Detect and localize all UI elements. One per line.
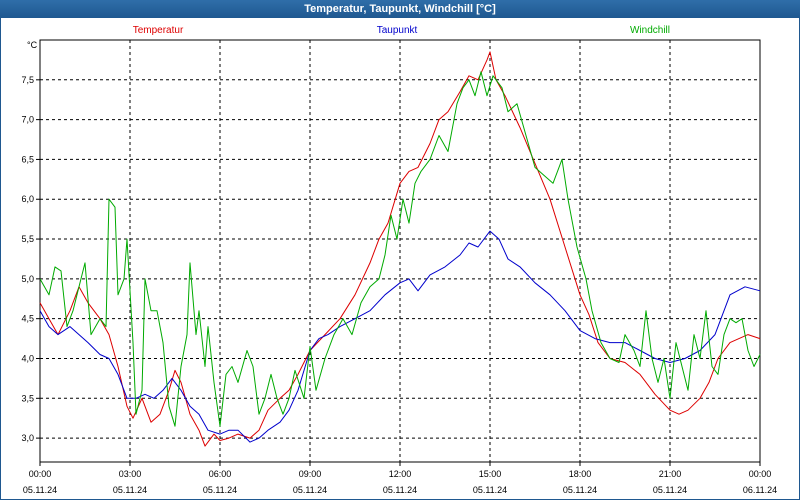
- x-tick-date: 05.11.24: [563, 485, 597, 495]
- y-tick-label: 3,5: [21, 393, 34, 403]
- legend-entry-temperatur: Temperatur: [133, 25, 184, 36]
- x-tick-time: 03:00: [119, 469, 142, 479]
- x-tick-time: 00:00: [749, 469, 772, 479]
- legend: Temperatur Taupunkt Windchill: [133, 25, 670, 36]
- x-tick-date: 06.11.24: [743, 485, 777, 495]
- y-tick-label: 7,5: [21, 75, 34, 85]
- x-tick-date: 05.11.24: [203, 485, 237, 495]
- x-tick-time: 09:00: [299, 469, 322, 479]
- x-tick-time: 06:00: [209, 469, 232, 479]
- legend-entry-taupunkt: Taupunkt: [377, 25, 418, 36]
- x-tick-time: 00:00: [29, 469, 52, 479]
- y-tick-label: 7,0: [21, 115, 34, 125]
- y-axis-label: °C: [27, 40, 38, 50]
- x-tick-time: 12:00: [389, 469, 412, 479]
- series-line-temperatur: [39, 51, 761, 447]
- x-tick-date: 05.11.24: [113, 485, 147, 495]
- x-tick-date: 05.11.24: [473, 485, 507, 495]
- y-tick-label: 3,0: [21, 433, 34, 443]
- x-tick-time: 21:00: [659, 469, 682, 479]
- x-tick-date: 05.11.24: [383, 485, 417, 495]
- y-tick-label: 5,5: [21, 234, 34, 244]
- y-tick-label: 5,0: [21, 274, 34, 284]
- y-tick-label: 6,0: [21, 194, 34, 204]
- series-layer: [39, 51, 761, 447]
- x-tick-time: 15:00: [479, 469, 502, 479]
- y-tick-label: 4,0: [21, 353, 34, 363]
- x-tick-time: 18:00: [569, 469, 592, 479]
- series-line-taupunkt: [39, 230, 761, 443]
- chart-title: Temperatur, Taupunkt, Windchill [°C]: [0, 0, 800, 18]
- x-tick-date: 05.11.24: [23, 485, 57, 495]
- series-line-windchill: [39, 71, 761, 427]
- legend-entry-windchill: Windchill: [630, 25, 670, 36]
- x-axis: 00:00 05.11.24 03:00 05.11.24 06:00 05.11.24 0…: [23, 462, 777, 495]
- y-tick-label: 6,5: [21, 154, 34, 164]
- y-tick-label: 4,5: [21, 314, 34, 324]
- grid-lines: [40, 40, 760, 462]
- x-tick-date: 05.11.24: [293, 485, 327, 495]
- x-tick-date: 05.11.24: [653, 485, 687, 495]
- y-axis: 3,0 3,5 4,0 4,5 5,0 5,5 6,0 6,5 7,0 7,5: [21, 75, 40, 443]
